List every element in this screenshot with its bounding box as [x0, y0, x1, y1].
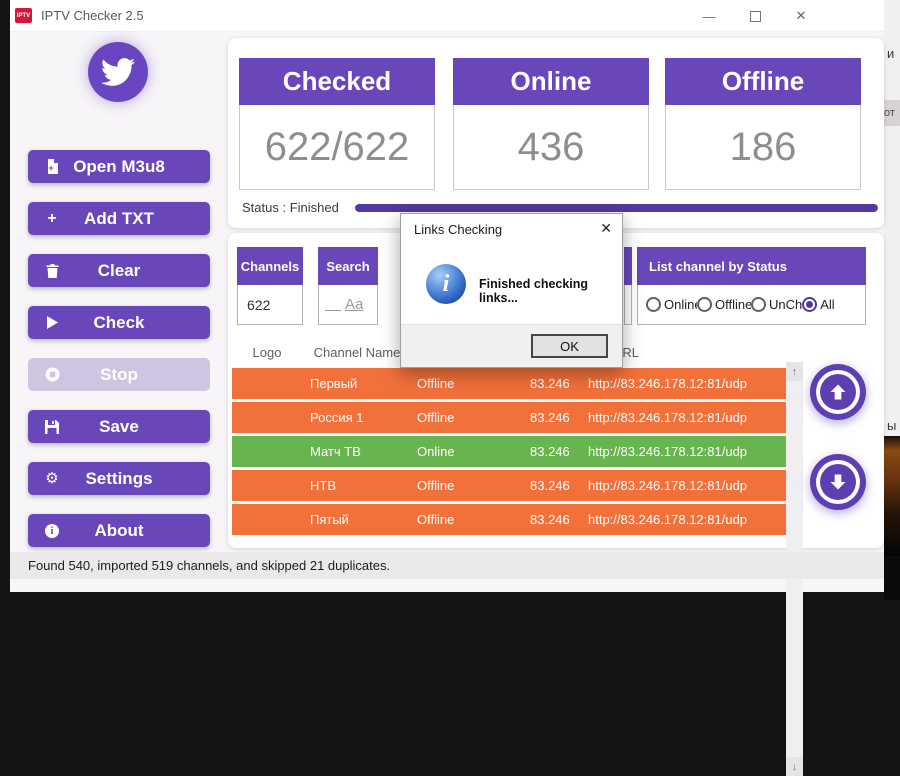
- maximize-button[interactable]: [732, 0, 778, 32]
- radio-offline[interactable]: Offline: [697, 297, 751, 312]
- radio-icon[interactable]: [646, 297, 661, 312]
- radio-all[interactable]: All: [802, 297, 835, 312]
- dialog-message: Finished checking links...: [479, 277, 589, 305]
- online-card-value: 436: [453, 105, 649, 190]
- progress-fill: [355, 204, 878, 212]
- links-checking-dialog: Links Checking ✕ i Finished checking lin…: [400, 213, 623, 368]
- button-label: Settings: [85, 468, 153, 488]
- save-button[interactable]: Save: [28, 410, 210, 443]
- info-icon: i: [426, 264, 466, 304]
- table-row[interactable]: Россия 1 Offline 83.246 http://83.246.17…: [232, 402, 786, 433]
- dialog-close-icon[interactable]: ✕: [600, 220, 612, 236]
- column-logo: Logo: [252, 344, 282, 360]
- dialog-title: Links Checking: [414, 222, 503, 237]
- button-label: Save: [99, 416, 139, 436]
- channels-count-card: Channels 622: [237, 247, 303, 325]
- play-icon: [44, 315, 60, 331]
- twitter-bird-icon: [101, 58, 135, 86]
- radio-icon[interactable]: [802, 297, 818, 312]
- background-fragment-dark: [884, 556, 900, 600]
- column-channel-name: Channel Name: [313, 344, 401, 360]
- online-card-title: Online: [453, 58, 649, 105]
- background-fragment: ы: [887, 418, 897, 433]
- app-window: IPTV IPTV Checker 2.5 — ✕ + Open M3u8 + …: [10, 0, 884, 776]
- gear-icon: ⚙: [45, 469, 59, 487]
- background-fragment-image: [884, 436, 900, 556]
- button-label: Add TXT: [84, 208, 154, 228]
- button-label: About: [94, 520, 144, 540]
- plus-icon: +: [47, 209, 57, 227]
- window-title: IPTV Checker 2.5: [41, 8, 144, 23]
- svg-text:+: +: [49, 163, 54, 173]
- clear-button[interactable]: Clear: [28, 254, 210, 287]
- search-input[interactable]: [325, 299, 341, 311]
- button-label: Open M3u8: [73, 156, 165, 176]
- radio-icon[interactable]: [697, 297, 712, 312]
- arrow-down-icon: [820, 464, 856, 500]
- minimize-button[interactable]: —: [686, 0, 732, 32]
- background-fragment-chip: от: [884, 100, 900, 126]
- table-row[interactable]: Матч ТВ Online 83.246 http://83.246.178.…: [232, 436, 786, 467]
- offline-card-title: Offline: [665, 58, 861, 105]
- scroll-top-button[interactable]: [810, 364, 866, 420]
- radio-unchecked[interactable]: UnCh: [751, 297, 802, 312]
- close-icon: ✕: [795, 8, 807, 23]
- save-icon: [44, 419, 60, 435]
- search-card: Search Aa: [318, 247, 378, 325]
- twitter-link[interactable]: [88, 42, 148, 102]
- checked-card: Checked 622/622: [239, 58, 435, 190]
- table-row[interactable]: Пятый Offline 83.246 http://83.246.178.1…: [232, 504, 786, 535]
- about-button[interactable]: i About: [28, 514, 210, 547]
- list-by-status-title: List channel by Status: [637, 247, 866, 285]
- titlebar: IPTV IPTV Checker 2.5 — ✕: [10, 0, 884, 32]
- settings-button[interactable]: ⚙ Settings: [28, 462, 210, 495]
- offline-card: Offline 186: [665, 58, 861, 190]
- trash-icon: [44, 263, 60, 279]
- scroll-down-icon[interactable]: ↓: [786, 757, 803, 776]
- add-txt-button[interactable]: + Add TXT: [28, 202, 210, 235]
- table-row[interactable]: Первый Offline 83.246 http://83.246.178.…: [232, 368, 786, 399]
- open-m3u8-button[interactable]: + Open M3u8: [28, 150, 210, 183]
- import-status-bar: Found 540, imported 519 channels, and sk…: [10, 552, 884, 579]
- import-status-text: Found 540, imported 519 channels, and sk…: [28, 558, 391, 573]
- button-label: Clear: [97, 260, 141, 280]
- progress-bar: [355, 204, 878, 212]
- maximize-icon: [749, 10, 761, 22]
- close-button[interactable]: ✕: [778, 0, 824, 32]
- status-text: Status : Finished: [242, 200, 339, 215]
- arrow-up-icon: [820, 374, 856, 410]
- online-card: Online 436: [453, 58, 649, 190]
- stop-icon: [44, 367, 60, 383]
- channels-count-title: Channels: [237, 247, 303, 285]
- check-button[interactable]: Check: [28, 306, 210, 339]
- list-by-status-card: List channel by Status Online Offline Un…: [637, 247, 866, 325]
- table-row[interactable]: НТВ Offline 83.246 http://83.246.178.12:…: [232, 470, 786, 501]
- dialog-footer: OK: [401, 324, 622, 367]
- ok-button[interactable]: OK: [531, 334, 608, 358]
- scroll-bottom-button[interactable]: [810, 454, 866, 510]
- window-controls: — ✕: [686, 0, 824, 32]
- offline-card-value: 186: [665, 105, 861, 190]
- checked-card-title: Checked: [239, 58, 435, 105]
- stop-button[interactable]: Stop: [28, 358, 210, 391]
- stats-panel: Checked 622/622 Online 436 Offline 186 S…: [228, 38, 884, 228]
- scroll-up-icon[interactable]: ↑: [786, 362, 803, 381]
- background-window-strip: и от ы: [884, 0, 900, 600]
- minimize-icon: —: [702, 8, 716, 24]
- checked-card-value: 622/622: [239, 105, 435, 190]
- radio-online[interactable]: Online: [646, 297, 697, 312]
- background-fragment: и: [887, 46, 895, 61]
- search-title: Search: [318, 247, 378, 285]
- radio-icon[interactable]: [751, 297, 766, 312]
- file-plus-icon: +: [44, 159, 60, 175]
- obscured-card-edge: [624, 247, 632, 325]
- button-label: Check: [93, 312, 145, 332]
- button-label: Stop: [100, 364, 138, 384]
- match-case-icon[interactable]: Aa: [345, 296, 364, 313]
- channels-count-value: 622: [237, 285, 303, 325]
- app-logo-icon: IPTV: [15, 8, 32, 23]
- info-icon: i: [44, 523, 60, 539]
